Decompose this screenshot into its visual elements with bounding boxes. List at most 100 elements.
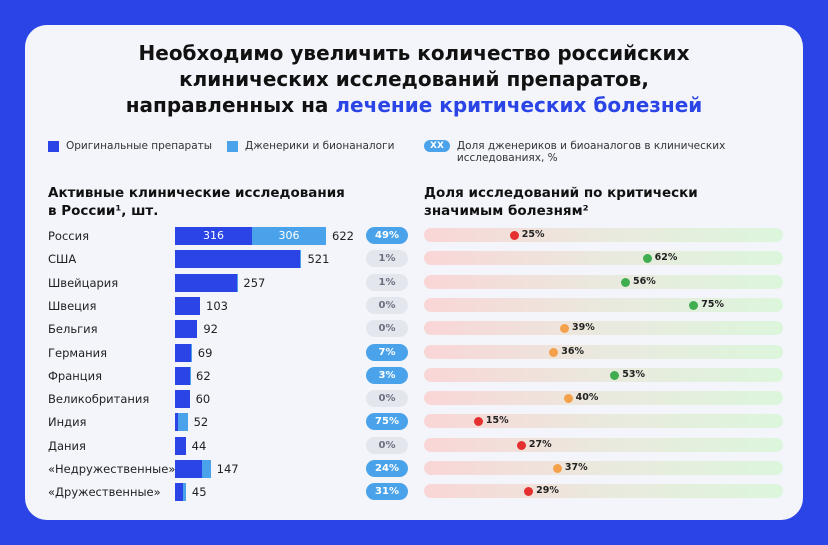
share-label: 75% (701, 298, 725, 310)
bar (175, 273, 238, 292)
table-row: «Недружественные» 147 24% 37% (0, 459, 828, 479)
left-chart-title: Активные клинические исследования в Росси… (48, 185, 345, 219)
generic-share-pill: 49% (366, 227, 408, 244)
total-label: 62 (196, 368, 211, 383)
bar-original (175, 390, 190, 409)
bar-original (175, 296, 200, 315)
country-label: Великобритания (48, 392, 150, 407)
total-label: 147 (216, 462, 239, 476)
bar (175, 366, 191, 385)
bar (175, 390, 190, 409)
generic-share-pill: 75% (366, 413, 408, 431)
share-label: 37% (564, 462, 588, 473)
share-dot (560, 324, 569, 334)
table-row: Швейцария 257 1% 56% (0, 273, 828, 293)
share-dot (563, 394, 573, 404)
share-track: 15% (424, 414, 783, 429)
share-track: 62% (424, 251, 783, 266)
total-label: 103 (206, 298, 228, 313)
generic-share-pill: 24% (366, 460, 408, 477)
page-title: Необходимо увеличить количество российск… (125, 41, 703, 117)
bar-original (175, 413, 179, 432)
bar (175, 436, 186, 455)
table-row: Бельгия 92 0% 39% (0, 319, 828, 339)
generic-share-pill: 7% (366, 343, 408, 361)
bar-original (175, 250, 301, 269)
bar-generic (300, 250, 302, 269)
share-label: 40% (575, 392, 599, 404)
share-track: 75% (424, 297, 783, 312)
generic-share-pill: 31% (366, 483, 408, 501)
share-label: 25% (521, 229, 545, 240)
share-label: 39% (572, 322, 595, 334)
legend-original: Оригинальные препараты (48, 140, 212, 152)
total-label: 60 (195, 392, 211, 407)
country-label: Франция (48, 368, 102, 383)
bar-generic (182, 483, 186, 502)
bar-generic (202, 460, 211, 478)
bar (175, 320, 198, 339)
bar-generic (236, 273, 238, 292)
country-label: Швейцария (48, 275, 119, 290)
share-track: 36% (424, 344, 783, 359)
share-dot (621, 277, 631, 287)
share-track: 27% (424, 437, 783, 452)
total-label: 44 (191, 438, 207, 453)
share-label: 29% (536, 485, 559, 497)
share-track: 29% (424, 484, 783, 499)
generic-share-pill: 0% (366, 436, 408, 454)
table-row: США 521 1% 62% (0, 249, 828, 269)
legend-generic: Дженерики и бионаналоги (227, 140, 394, 152)
country-label: Бельгия (48, 322, 98, 337)
share-label: 36% (561, 345, 584, 357)
bar-original: 316 (175, 227, 252, 245)
country-label: США (48, 252, 77, 267)
share-label: 53% (622, 368, 646, 380)
table-row: Франция 62 3% 53% (0, 366, 828, 386)
bar (175, 483, 186, 502)
legend-share: XX Доля дженериков и биоаналогов в клинич… (424, 140, 725, 164)
bar (175, 343, 192, 362)
share-track: 37% (424, 461, 783, 475)
share-track: 53% (424, 367, 783, 382)
share-label: 27% (528, 438, 552, 450)
share-label: 56% (633, 275, 656, 287)
bar: 316 306 (175, 227, 326, 245)
share-dot (549, 347, 559, 357)
bar (175, 250, 302, 269)
table-row: Швеция 103 0% 75% (0, 296, 828, 316)
total-label: 622 (332, 229, 354, 243)
share-label: 15% (485, 415, 509, 427)
right-chart-title: Доля исследований по критически значимым … (424, 185, 698, 219)
total-label: 69 (197, 345, 213, 360)
country-label: «Дружественные» (48, 485, 161, 500)
generic-share-pill: 0% (366, 296, 408, 314)
generic-share-pill: 3% (366, 366, 408, 384)
table-row: Дания 44 0% 27% (0, 436, 828, 456)
country-label: Германия (48, 345, 108, 360)
table-row: Индия 52 75% 15% (0, 412, 828, 432)
share-dot (552, 464, 562, 473)
bar-generic (190, 343, 192, 362)
bar-original (175, 460, 203, 478)
total-label: 92 (203, 322, 218, 337)
bar (175, 413, 188, 432)
bar-original (175, 343, 191, 362)
country-label: Дания (48, 438, 86, 453)
total-label: 257 (243, 275, 266, 290)
share-dot (516, 440, 526, 450)
share-dot (642, 254, 652, 264)
country-label: Россия (48, 229, 90, 243)
bar-original (175, 483, 183, 502)
share-track: 39% (424, 321, 783, 336)
total-label: 52 (193, 415, 209, 430)
generic-share-pill: 1% (366, 250, 408, 268)
bar-generic: 306 (252, 227, 326, 245)
bar (175, 296, 200, 315)
bar-original (175, 273, 237, 292)
share-label: 62% (654, 252, 678, 264)
bar-original (175, 320, 198, 339)
share-track: 40% (424, 391, 783, 406)
share-track: 56% (424, 274, 783, 289)
table-row: «Дружественные» 45 31% 29% (0, 482, 828, 502)
